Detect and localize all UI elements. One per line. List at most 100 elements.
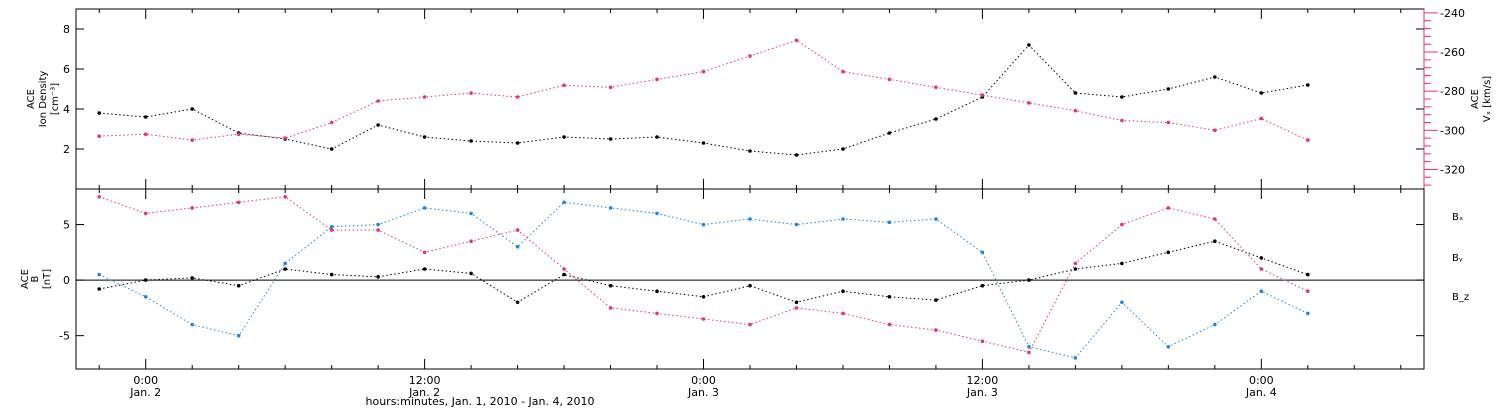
bottom-series-2-point xyxy=(1027,350,1031,355)
x-tick-time: 0:00 xyxy=(1249,374,1274,387)
bottom-series-1-point xyxy=(283,261,288,266)
bottom-series-0-point xyxy=(236,283,241,288)
top-series-0-point xyxy=(934,117,938,121)
top-series-0-point xyxy=(1073,91,1078,95)
legend-by: Bᵧ xyxy=(1452,253,1463,264)
bottom-left-ylabel: ACE B [nT] xyxy=(20,269,53,289)
top-series-1-point xyxy=(841,69,845,74)
top-series-1-point xyxy=(1259,116,1264,121)
bottom-series-0-point xyxy=(1259,256,1264,260)
top-series-1-point xyxy=(1166,120,1171,125)
top-series-1-point xyxy=(1073,108,1078,113)
bottom-series-0-point xyxy=(1073,267,1078,271)
bottom-series-2-point xyxy=(608,306,613,310)
bottom-series-1-point xyxy=(190,322,194,327)
top-left-ylabel: ACE Ion Density [cm⁻³] xyxy=(26,71,61,128)
x-tick-date: Jan. 3 xyxy=(687,386,719,399)
bottom-series-2-point xyxy=(329,228,334,232)
top-series-0-point xyxy=(190,107,194,111)
bottom-series-1-point xyxy=(1027,345,1031,349)
bottom-series-0-point xyxy=(1213,239,1217,243)
bottom-series-1-point xyxy=(608,206,613,210)
bottom-panel-marks xyxy=(97,195,1310,360)
top-series-0-point xyxy=(608,137,613,141)
bottom-series-2-point xyxy=(469,239,473,243)
top-series-1-point xyxy=(794,38,799,43)
bottom-series-2-point xyxy=(143,211,148,216)
bottom-series-2-point xyxy=(1073,261,1078,266)
vx-tick-label: -240 xyxy=(1440,7,1465,20)
bottom-series-2-point xyxy=(1120,222,1124,227)
bottom-series-2-point xyxy=(1213,217,1217,221)
top-series-0-point xyxy=(97,111,101,115)
bottom-series-2-point xyxy=(97,195,101,199)
bottom-series-2-point xyxy=(701,317,706,321)
top-series-0-point xyxy=(1306,83,1310,87)
bottom-series-2-point xyxy=(562,267,566,271)
top-series-1-point xyxy=(515,95,520,99)
top-series-1-point xyxy=(376,99,380,103)
top-right-ylabel: ACE Vₓ [km/s] xyxy=(1470,76,1493,122)
bottom-series-1-point xyxy=(329,225,334,229)
bottom-series-1-point xyxy=(1073,356,1078,360)
top-series-1-point xyxy=(1120,118,1124,123)
top-panel-marks xyxy=(97,38,1310,157)
bottom-series-0-point xyxy=(701,295,706,299)
legend-bz: B_z xyxy=(1452,292,1469,303)
bottom-series-0-point xyxy=(794,300,799,305)
top-series-1-point xyxy=(143,132,148,136)
bottom-series-1-point xyxy=(701,222,706,227)
top-series-1-point xyxy=(236,132,241,136)
vx-tick-label: -260 xyxy=(1440,46,1465,59)
bottom-series-0-line xyxy=(99,240,1308,303)
x-tick-date: Jan. 3 xyxy=(966,386,998,399)
top-series-0-point xyxy=(841,147,845,151)
bottom-series-0-point xyxy=(1306,272,1310,277)
top-series-1-point xyxy=(97,134,101,138)
bottom-series-0-point xyxy=(1027,278,1031,282)
bottom-series-0-point xyxy=(469,271,473,276)
bottom-series-1-point xyxy=(1306,311,1310,316)
bottom-series-1-point xyxy=(422,206,427,210)
bottom-series-2-point xyxy=(934,328,938,332)
top-series-1-point xyxy=(887,77,892,82)
bottom-series-2-point xyxy=(748,322,752,327)
bottom-series-1-point xyxy=(515,245,520,249)
vx-tick-label: -280 xyxy=(1440,85,1465,98)
top-series-0-point xyxy=(701,141,706,145)
bottom-series-0-point xyxy=(934,298,938,302)
bottom-series-2-point xyxy=(1306,289,1310,294)
bottom-series-0-point xyxy=(748,283,752,288)
top-series-1-point xyxy=(608,85,613,90)
top-panel-frame xyxy=(75,8,1425,190)
bottom-series-0-point xyxy=(1120,261,1124,266)
bottom-series-0-point xyxy=(655,289,659,294)
top-series-0-point xyxy=(469,139,473,143)
bottom-series-0-point xyxy=(422,267,427,271)
bottom-series-1-point xyxy=(794,222,799,227)
ion-density-tick-label: 8 xyxy=(63,23,70,36)
bottom-series-2-point xyxy=(515,228,520,232)
bottom-series-0-point xyxy=(841,289,845,294)
bottom-series-0-point xyxy=(887,295,892,299)
bottom-series-1-point xyxy=(655,211,659,216)
bottom-series-0-point xyxy=(562,272,566,277)
vx-tick-label: -320 xyxy=(1440,163,1465,176)
b-tick-label: 0 xyxy=(63,274,70,287)
top-series-1-point xyxy=(1213,128,1217,133)
bottom-series-0-point xyxy=(190,276,194,280)
top-series-1-point xyxy=(190,138,194,142)
bottom-series-1-point xyxy=(562,200,566,205)
bottom-series-2-line xyxy=(99,196,1309,353)
top-series-0-point xyxy=(748,149,752,153)
bottom-series-1-point xyxy=(469,211,473,216)
top-series-0-point xyxy=(1166,87,1171,91)
top-series-0-point xyxy=(376,123,380,127)
top-series-0-point xyxy=(1213,75,1217,79)
top-series-0-point xyxy=(515,141,520,145)
bottom-panel-frame xyxy=(75,188,1425,370)
b-tick-label: 5 xyxy=(63,219,70,232)
bottom-series-0-point xyxy=(980,283,985,288)
